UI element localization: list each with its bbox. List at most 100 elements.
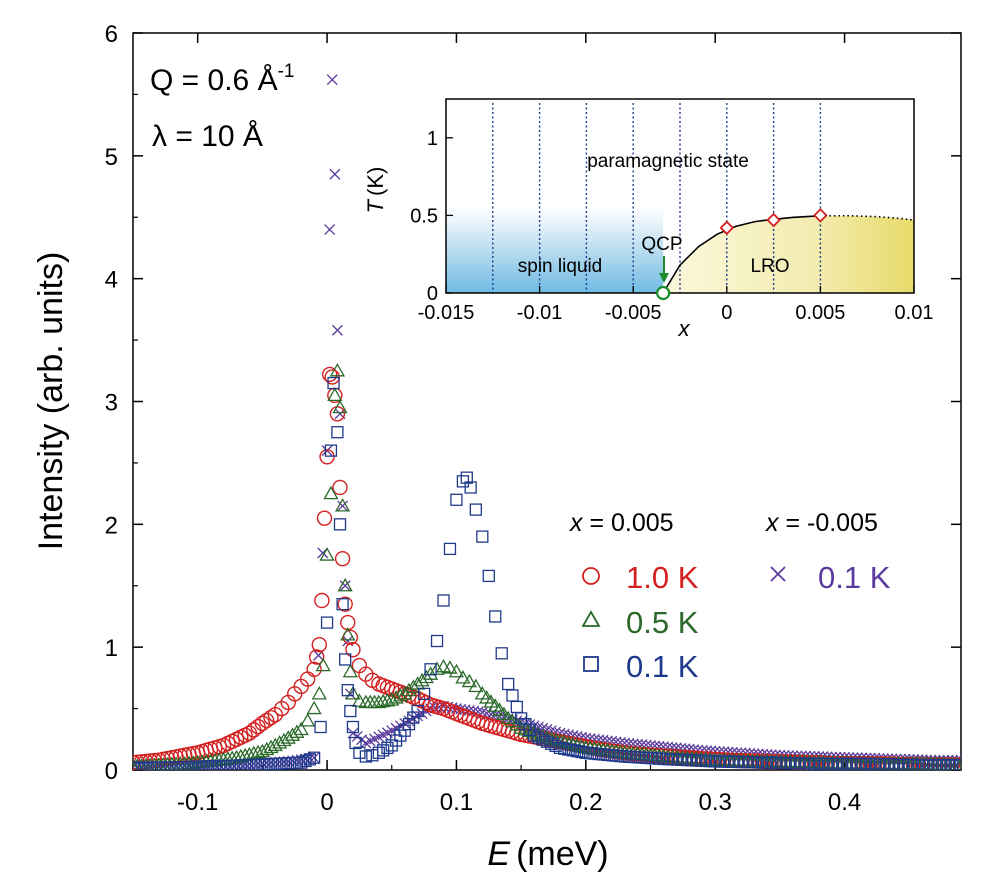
legend-group-xm005: x = -0.005	[765, 509, 878, 537]
data-point	[327, 376, 340, 390]
data-point	[562, 743, 575, 756]
data-point	[397, 686, 413, 700]
qcp-arrow-head	[659, 273, 669, 283]
legend-marker-01k	[583, 656, 599, 672]
data-point	[450, 493, 463, 506]
inset-label-spin-liquid: spin liquid	[518, 256, 603, 277]
data-point	[324, 224, 336, 235]
data-point	[334, 498, 351, 512]
inset-x-tick-label: -0.01	[517, 302, 563, 324]
x-tick-label: 0.3	[699, 789, 732, 816]
y-tick-label: 2	[105, 512, 118, 539]
main-ticks: -0.1 0 0.1 0.2 0.3 0.4 0 1 2 3 4 5 6	[105, 21, 961, 816]
data-point	[506, 689, 519, 702]
inset-boundary	[662, 214, 914, 293]
data-point	[333, 518, 347, 531]
data-point	[359, 750, 373, 763]
inset-y-axis-title: T (K)	[363, 167, 388, 214]
inset-label-lro: LRO	[750, 256, 789, 277]
data-point	[398, 724, 411, 737]
q-annotation-exponent: -1	[278, 61, 295, 82]
data-point	[353, 746, 366, 759]
data-point	[464, 481, 477, 494]
data-point	[314, 592, 330, 609]
data-point	[536, 733, 549, 746]
inset-ticks: -0.015 -0.01 -0.005 0 0.005 0.01 0 0.5 1	[410, 128, 933, 324]
data-point	[401, 682, 417, 697]
data-point	[411, 704, 424, 718]
data-point	[558, 742, 571, 755]
data-point	[566, 744, 580, 757]
data-point	[321, 366, 338, 383]
main-series	[133, 74, 961, 770]
data-point	[299, 754, 312, 768]
data-point	[345, 686, 361, 700]
x-tick-label: 0.1	[440, 789, 473, 816]
data-point	[314, 720, 327, 734]
lro-region	[663, 215, 914, 293]
y-tick-label: 4	[105, 267, 118, 294]
data-point	[323, 485, 339, 500]
lro-transition-point	[766, 212, 781, 228]
data-point	[342, 663, 358, 678]
data-point	[258, 712, 275, 729]
data-point	[489, 610, 502, 623]
data-point	[532, 731, 545, 744]
q-annotation-text: Q = 0.6 Å	[150, 64, 278, 97]
y-tick-label: 1	[105, 635, 118, 662]
data-point	[293, 721, 309, 736]
data-point	[300, 713, 316, 727]
data-point	[307, 751, 321, 764]
legend-group-xm005-value: = -0.005	[779, 509, 878, 537]
data-point	[324, 444, 338, 457]
data-point	[339, 653, 352, 666]
legend-label-05k: 0.5 K	[626, 605, 699, 640]
data-point	[437, 594, 450, 607]
legend-label-01k: 0.1 K	[626, 649, 699, 684]
data-point	[326, 74, 338, 86]
data-point	[349, 736, 362, 750]
data-point	[418, 669, 434, 684]
data-point	[289, 724, 305, 738]
inset-vertical-lines	[492, 103, 822, 293]
data-point	[306, 700, 322, 715]
data-point	[575, 745, 588, 759]
data-point	[469, 503, 482, 516]
y-tick-label: 0	[105, 758, 118, 785]
data-point	[315, 657, 331, 672]
x-tick-label: 0.2	[569, 789, 602, 816]
data-point	[549, 739, 562, 752]
data-point	[407, 711, 420, 724]
x-axis-title: E (meV)	[487, 835, 608, 873]
data-point	[228, 749, 245, 764]
data-point	[527, 729, 541, 742]
data-point	[329, 362, 346, 377]
lro-transition-point	[719, 220, 735, 236]
data-point	[327, 387, 343, 402]
data-point	[571, 745, 584, 758]
data-point	[545, 737, 558, 750]
legend-label-01k-neg: 0.1 K	[818, 560, 891, 595]
x-axis-var: E	[487, 835, 510, 873]
legend-group-x005-value: = 0.005	[583, 509, 674, 537]
inset-y-axis-unit: (K)	[363, 167, 388, 196]
data-point	[334, 551, 351, 567]
inset-x-tick-label: 0	[721, 302, 732, 324]
legend-marker-01k-neg	[770, 566, 786, 582]
inset-frame	[445, 98, 915, 294]
data-point	[329, 168, 341, 180]
data-point	[320, 616, 334, 629]
spin-liquid-region	[446, 207, 664, 293]
inset-label-qcp: QCP	[641, 234, 682, 255]
lambda-annotation: λ = 10 Å	[152, 120, 263, 153]
series-square	[133, 376, 961, 770]
legend-label-1k: 1.0 K	[626, 560, 699, 595]
inset-y-tick-label: 1	[427, 128, 438, 150]
inset-y-axis-var: T	[363, 198, 388, 213]
data-point	[340, 627, 356, 641]
inset-regions	[446, 207, 914, 293]
data-point	[237, 747, 253, 762]
data-point	[502, 677, 515, 691]
inset-label-paramagnetic: paramagnetic state	[587, 151, 749, 172]
q-annotation: Q = 0.6 Å-1	[150, 61, 294, 97]
